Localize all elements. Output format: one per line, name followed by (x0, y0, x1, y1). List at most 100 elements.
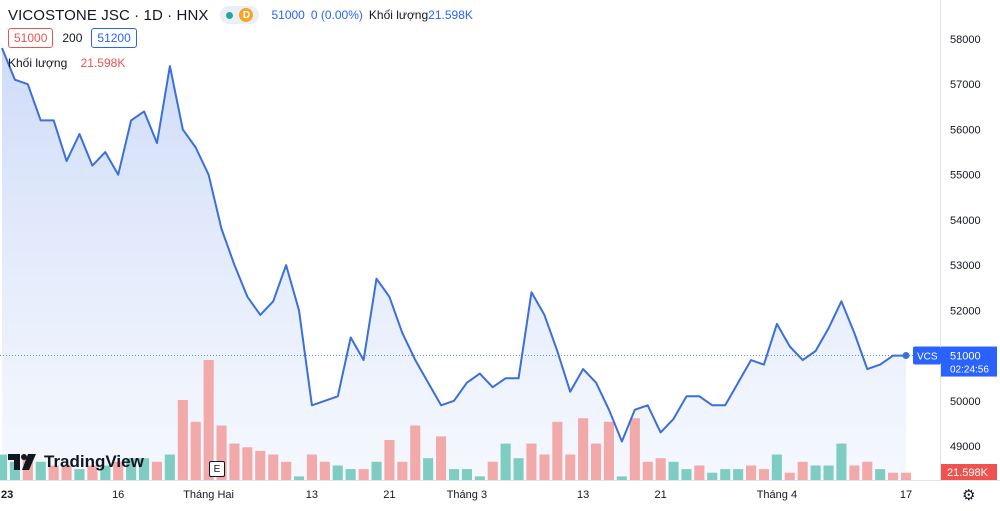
chart-header: VICOSTONE JSC · 1D · HNX D 51000 0 (0.00… (8, 6, 473, 24)
volume-bar (578, 418, 589, 480)
volume-bar (642, 461, 653, 480)
last-price-tag (941, 346, 997, 377)
volume-bar (862, 461, 873, 480)
countdown-text: 02:24:56 (950, 365, 989, 376)
buy-price-button[interactable]: 51200 (91, 28, 137, 48)
volume-bar (888, 472, 899, 480)
volume-bar (694, 465, 705, 480)
volume-bar (526, 443, 537, 480)
y-tick-label: 52000 (950, 305, 981, 317)
volume-bar (306, 454, 317, 480)
volume-bar (901, 472, 912, 480)
volume-bar (255, 450, 266, 480)
volume-bar (784, 472, 795, 480)
volume-bar (48, 465, 59, 480)
volume-bar (875, 469, 886, 480)
spread-value: 200 (62, 31, 83, 45)
y-tick-label: 54000 (950, 215, 981, 227)
volume-bar (539, 454, 550, 480)
x-tick-label: 21 (383, 489, 395, 501)
volume-bar (629, 418, 640, 480)
volume-bar (0, 454, 8, 480)
volume-bar (423, 458, 434, 480)
volume-bar (113, 461, 124, 480)
volume-bar (294, 476, 305, 480)
volume-bar (681, 469, 692, 480)
volume-tag-text: 21.598K (947, 467, 989, 479)
volume-bar (733, 469, 744, 480)
volume-bar (668, 461, 679, 480)
price-line[interactable] (1, 47, 906, 443)
gear-icon[interactable]: ⚙ (962, 487, 976, 504)
symbol-tag[interactable] (913, 346, 941, 365)
y-tick-label: 55000 (950, 170, 981, 182)
price-area-fill (2, 48, 906, 481)
volume-bar (810, 465, 821, 480)
earnings-event-marker[interactable]: E (209, 461, 225, 477)
last-price-dot (902, 352, 910, 360)
header-volume-value: 21.598K (428, 8, 473, 22)
volume-bar (449, 469, 460, 480)
delayed-badge: D (239, 8, 254, 22)
volume-bar (797, 461, 808, 480)
volume-bar (655, 458, 666, 480)
volume-bar (229, 443, 240, 480)
volume-bar (358, 469, 369, 480)
volume-bar (836, 443, 847, 480)
symbol-tag-text: VCS (917, 352, 938, 363)
volume-bar (319, 461, 330, 480)
volume-bar (9, 461, 20, 480)
volume-bar (332, 465, 343, 480)
x-tick-label: 13 (306, 489, 318, 501)
y-tick-label: 53000 (950, 260, 981, 272)
volume-bar (474, 476, 485, 480)
volume-bar (345, 469, 356, 480)
y-tick-label: 57000 (950, 79, 981, 91)
header-volume-label: Khối lượng (368, 8, 429, 22)
sell-price-button[interactable]: 51000 (8, 28, 54, 48)
volume-bar (126, 458, 137, 480)
volume-bar (823, 465, 834, 480)
symbol-title[interactable]: VICOSTONE JSC · 1D · HNX (8, 6, 209, 24)
volume-bar (242, 447, 253, 480)
volume-bar (87, 465, 98, 480)
volume-bar (190, 421, 201, 480)
x-tick-label: 13 (577, 489, 589, 501)
volume-bar (216, 425, 227, 480)
volume-bar (707, 472, 718, 480)
volume-bar (100, 465, 111, 480)
volume-bar (603, 421, 614, 480)
volume-tag (941, 464, 997, 480)
y-tick-label: 49000 (950, 441, 981, 453)
volume-bar (164, 454, 175, 480)
volume-bar (371, 461, 382, 480)
x-tick-label: Tháng 3 (447, 489, 487, 501)
volume-bar (397, 461, 408, 480)
volume-legend-label: Khối lượng (8, 56, 68, 70)
volume-legend[interactable]: Khối lượng 21.598K (8, 56, 125, 70)
volume-bar (461, 469, 472, 480)
x-tick-label: 16 (112, 489, 124, 501)
volume-bar (552, 421, 563, 480)
x-tick-label: Tháng Hai (183, 489, 234, 501)
volume-bar (410, 425, 421, 480)
x-tick-label: Tháng 4 (757, 489, 797, 501)
volume-bar (436, 436, 447, 480)
header-change: 0 (0.00%) (310, 8, 363, 22)
tradingview-logo[interactable]: TradingView (8, 452, 144, 472)
volume-legend-value: 21.598K (80, 56, 126, 70)
volume-bar (720, 469, 731, 480)
volume-bar (177, 400, 188, 480)
volume-bar (281, 461, 292, 480)
volume-bar (591, 443, 602, 480)
volume-bar (565, 454, 576, 480)
status-badge[interactable]: D (220, 6, 260, 24)
volume-bar (384, 440, 395, 480)
volume-bar (139, 458, 150, 480)
y-tick-label: 50000 (950, 396, 981, 408)
y-tick-label: 56000 (950, 124, 981, 136)
volume-bar (61, 465, 72, 480)
volume-bar (487, 461, 498, 480)
